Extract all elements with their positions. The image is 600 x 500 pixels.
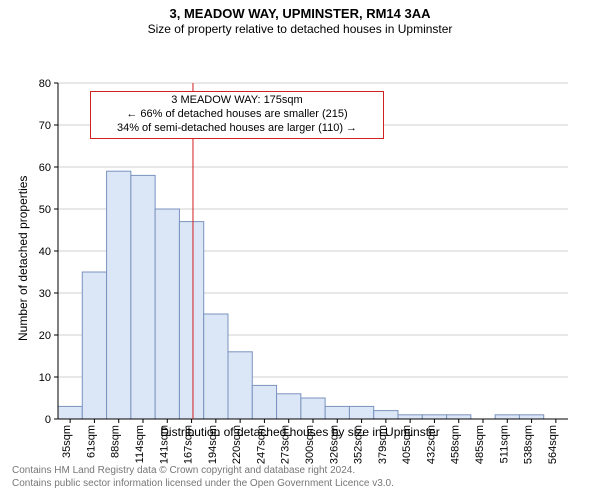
bar — [422, 415, 446, 419]
y-tick-label: 80 — [39, 78, 51, 90]
bar — [228, 352, 252, 419]
bar — [204, 314, 228, 419]
footer-line-2: Contains public sector information licen… — [0, 478, 394, 491]
bar — [179, 222, 203, 419]
chart-area: 0102030405060708035sqm61sqm88sqm114sqm14… — [0, 37, 600, 475]
bar — [58, 407, 82, 420]
bar — [82, 272, 106, 419]
bar — [495, 415, 519, 419]
y-tick-label: 20 — [39, 330, 51, 342]
y-tick-label: 30 — [39, 288, 51, 300]
y-tick-label: 40 — [39, 246, 51, 258]
bar — [325, 407, 349, 420]
x-axis-label: Distribution of detached houses by size … — [0, 425, 600, 439]
annotation-line: 34% of semi-detached houses are larger (… — [95, 122, 379, 136]
bar — [398, 415, 422, 419]
bar — [374, 411, 398, 419]
footer-line-1: Contains HM Land Registry data © Crown c… — [0, 465, 355, 478]
bar — [107, 171, 131, 419]
chart-title-1: 3, MEADOW WAY, UPMINSTER, RM14 3AA — [0, 0, 600, 22]
bar — [155, 209, 179, 419]
annotation-line: 3 MEADOW WAY: 175sqm — [95, 94, 379, 108]
bar — [277, 394, 301, 419]
annotation-line: ← 66% of detached houses are smaller (21… — [95, 108, 379, 122]
chart-title-2: Size of property relative to detached ho… — [0, 22, 600, 37]
bar — [447, 415, 471, 419]
bar — [519, 415, 543, 419]
y-tick-label: 60 — [39, 162, 51, 174]
y-tick-label: 50 — [39, 204, 51, 216]
y-axis-label: Number of detached properties — [16, 176, 30, 341]
bar — [252, 386, 276, 420]
y-tick-label: 70 — [39, 120, 51, 132]
bar — [301, 398, 325, 419]
bar — [131, 176, 155, 420]
y-tick-label: 10 — [39, 372, 51, 384]
bar — [349, 407, 373, 420]
annotation-box: 3 MEADOW WAY: 175sqm← 66% of detached ho… — [90, 91, 384, 138]
